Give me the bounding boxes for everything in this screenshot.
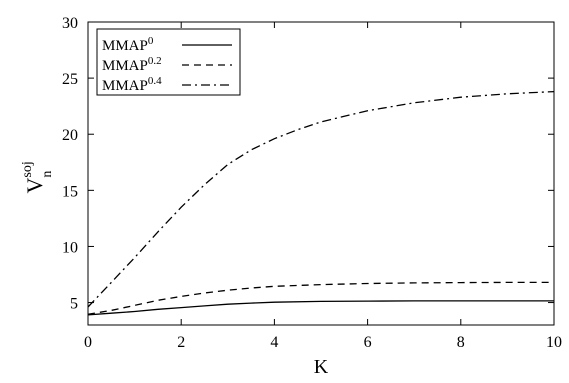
x-tick-label: 10	[546, 334, 562, 351]
x-tick-label: 4	[270, 334, 278, 351]
plot-frame	[87, 21, 555, 326]
series-line-1	[87, 300, 554, 316]
y-tick-label: 5	[70, 296, 78, 313]
series-line-3	[87, 90, 555, 308]
legend-label-2: MMAP0.2	[102, 55, 162, 74]
y-tick-label: 25	[62, 71, 78, 88]
y-axis-label-base: V	[22, 178, 47, 194]
y-tick-label: 15	[62, 183, 78, 200]
x-tick-label: 0	[84, 334, 92, 351]
y-axis-label-sub: n	[40, 171, 55, 178]
y-tick-label: 30	[62, 15, 78, 32]
x-tick-label: 6	[364, 334, 372, 351]
series-layer	[87, 90, 555, 316]
y-tick-label: 10	[62, 239, 78, 256]
legend-label-3: MMAP0.4	[102, 75, 162, 94]
y-tick-label: 20	[62, 127, 78, 144]
y-axis-label: Vsoj n	[20, 161, 55, 193]
y-axis-label-sup: soj	[20, 161, 35, 177]
legend-box	[96, 28, 241, 96]
legend-label-1: MMAP0	[102, 35, 154, 54]
x-tick-label: 8	[457, 334, 465, 351]
x-tick-label: 2	[177, 334, 185, 351]
x-axis-label: K	[314, 356, 329, 378]
